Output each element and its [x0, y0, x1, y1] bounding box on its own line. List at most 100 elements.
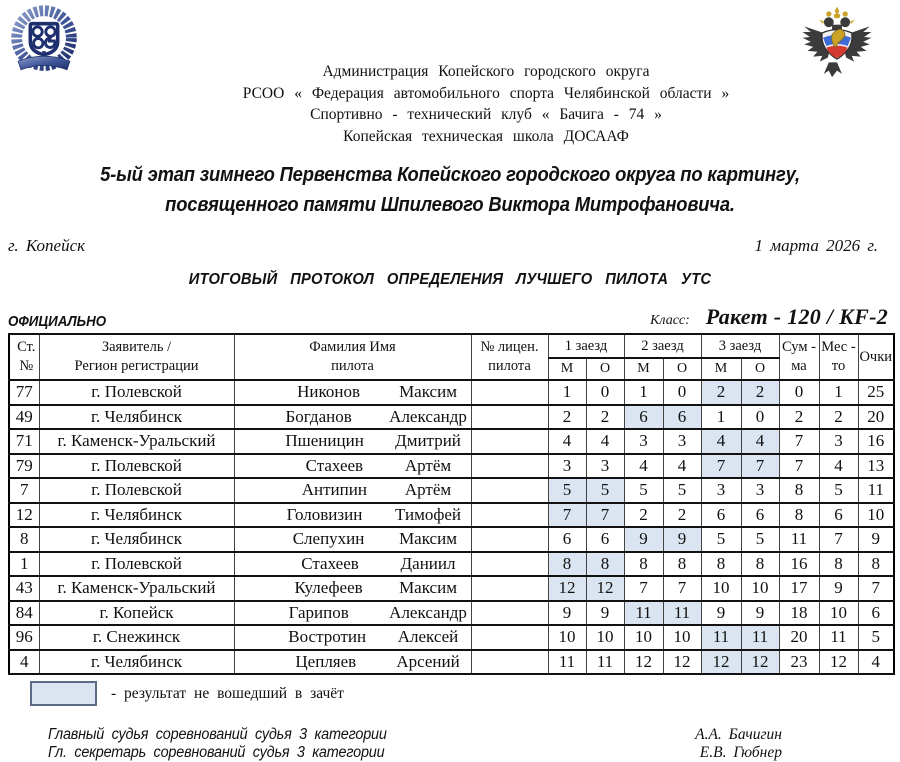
- class-label: Класс:: [650, 313, 690, 328]
- heat3-place-cell: 4: [700, 428, 742, 455]
- license-cell: [470, 648, 549, 675]
- pilot-surname: Гарипов: [288, 602, 349, 622]
- official-name: А.А. Бачигин: [695, 726, 782, 743]
- class-line: Класс: Ракет - 120 / KF-2: [650, 304, 888, 330]
- heat1-place-cell: 5: [547, 477, 587, 504]
- heat3-points-cell: 5: [740, 526, 780, 553]
- heat2-place-cell: 7: [623, 575, 664, 602]
- pilot-name-cell: Слепухин Максим: [233, 526, 472, 553]
- heat2-points-cell: 3: [662, 428, 702, 455]
- start-number-cell: 12: [8, 501, 40, 528]
- heat2-place-cell: 5: [623, 477, 664, 504]
- heat1-place-cell: 2: [547, 403, 587, 430]
- sum-cell: 17: [778, 575, 820, 602]
- license-cell: [470, 452, 549, 479]
- sum-cell: 0: [778, 379, 820, 406]
- pilot-name-cell: Цепляев Арсений: [233, 648, 472, 675]
- place-cell: 1: [818, 379, 859, 406]
- points-cell: 13: [857, 452, 895, 479]
- points-cell: 16: [857, 428, 895, 455]
- pilot-name-cell: Богданов Александр: [233, 403, 472, 430]
- legend-highlight-swatch: [30, 681, 97, 706]
- heat1-place-cell: 4: [547, 428, 587, 455]
- heat1-points-cell: 6: [585, 526, 625, 553]
- heat2-points-cell: 8: [662, 550, 702, 577]
- heat1-place-cell: 7: [547, 501, 587, 528]
- pilot-name-cell: Стахеев Даниил: [233, 550, 472, 577]
- header-heat3-m: М: [700, 357, 742, 381]
- result-row: 1 г. Полевской Стахеев Даниил 8 8 8 8 8 8…: [8, 550, 895, 577]
- points-cell: 9: [857, 526, 895, 553]
- region-cell: г. Челябинск: [38, 403, 235, 430]
- header-points: Очки: [857, 333, 895, 381]
- heat2-points-cell: 6: [662, 403, 702, 430]
- region-cell: г. Полевской: [38, 452, 235, 479]
- pilot-surname: Кулефеев: [294, 578, 363, 598]
- official-row: Главный судья соревнований судья 3 катег…: [48, 726, 782, 744]
- region-cell: г. Полевской: [38, 550, 235, 577]
- heat3-place-cell: 12: [700, 648, 742, 675]
- header-sum: Сум - ма: [778, 333, 820, 381]
- heat3-place-cell: 11: [700, 624, 742, 651]
- region-cell: г. Копейск: [38, 599, 235, 626]
- start-number-cell: 77: [8, 379, 40, 406]
- start-number-cell: 43: [8, 575, 40, 602]
- start-number-cell: 7: [8, 477, 40, 504]
- points-cell: 7: [857, 575, 895, 602]
- org-line: Копейская техническая школа ДОСААФ: [343, 127, 629, 145]
- heat1-place-cell: 6: [547, 526, 587, 553]
- result-row: 4 г. Челябинск Цепляев Арсений 11 11 12 1…: [8, 648, 895, 675]
- license-cell: [470, 477, 549, 504]
- license-cell: [470, 501, 549, 528]
- license-cell: [470, 550, 549, 577]
- results-table-header: Ст. № Заявитель / Регион регистрации Фамил…: [8, 333, 895, 381]
- place-cell: 10: [818, 599, 859, 626]
- start-number-cell: 1: [8, 550, 40, 577]
- sum-cell: 18: [778, 599, 820, 626]
- pilot-name-cell: Кулефеев Максим: [233, 575, 472, 602]
- class-value: Ракет - 120 / KF-2: [705, 304, 888, 329]
- region-cell: г. Снежинск: [38, 624, 235, 651]
- heat1-points-cell: 10: [585, 624, 625, 651]
- place-cell: 8: [818, 550, 859, 577]
- header-start-number: Ст. №: [8, 333, 40, 381]
- heat2-place-cell: 1: [623, 379, 664, 406]
- heat1-place-cell: 9: [547, 599, 587, 626]
- result-row: 84 г. Копейск Гарипов Александр 9 9 11 11…: [8, 599, 895, 626]
- start-number-cell: 71: [8, 428, 40, 455]
- city-label: г. Копейск: [8, 236, 86, 255]
- heat2-place-cell: 4: [623, 452, 664, 479]
- ministry-of-sport-eagle-icon: [796, 2, 878, 90]
- pilot-name-cell: Никонов Максим: [233, 379, 472, 406]
- points-cell: 4: [857, 648, 895, 675]
- header-heat-1: 1 заезд: [547, 333, 625, 359]
- heat3-place-cell: 7: [700, 452, 742, 479]
- club-laurel-emblem-icon: [8, 4, 80, 78]
- pilot-firstname: Арсений: [396, 651, 460, 671]
- heat1-points-cell: 2: [585, 403, 625, 430]
- heat1-points-cell: 12: [585, 575, 625, 602]
- pilot-name-cell: Гарипов Александр: [233, 599, 472, 626]
- official-status-label: ОФИЦИАЛЬНО: [8, 314, 107, 330]
- heat2-points-cell: 12: [662, 648, 702, 675]
- org-line: РСОО « Федерация автомобильного спорта Ч…: [242, 84, 730, 102]
- heat2-place-cell: 9: [623, 526, 664, 553]
- start-number-cell: 49: [8, 403, 40, 430]
- heat2-place-cell: 2: [623, 501, 664, 528]
- sum-cell: 11: [778, 526, 820, 553]
- heat1-place-cell: 11: [547, 648, 587, 675]
- result-row: 79 г. Полевской Стахеев Артём 3 3 4 4 7 7…: [8, 452, 895, 479]
- heat3-place-cell: 2: [700, 379, 742, 406]
- region-cell: г. Челябинск: [38, 501, 235, 528]
- heat3-place-cell: 6: [700, 501, 742, 528]
- heat1-points-cell: 5: [585, 477, 625, 504]
- heat2-points-cell: 11: [662, 599, 702, 626]
- result-row: 71 г. Каменск-Уральский Пшеницин Дмитрий …: [8, 428, 895, 455]
- pilot-firstname: Максим: [399, 382, 457, 402]
- legend-row: - результат не вошедший в зачёт: [30, 681, 344, 706]
- points-cell: 25: [857, 379, 895, 406]
- official-role: Главный судья соревнований судья 3 катег…: [48, 726, 387, 743]
- heat1-place-cell: 8: [547, 550, 587, 577]
- start-number-cell: 79: [8, 452, 40, 479]
